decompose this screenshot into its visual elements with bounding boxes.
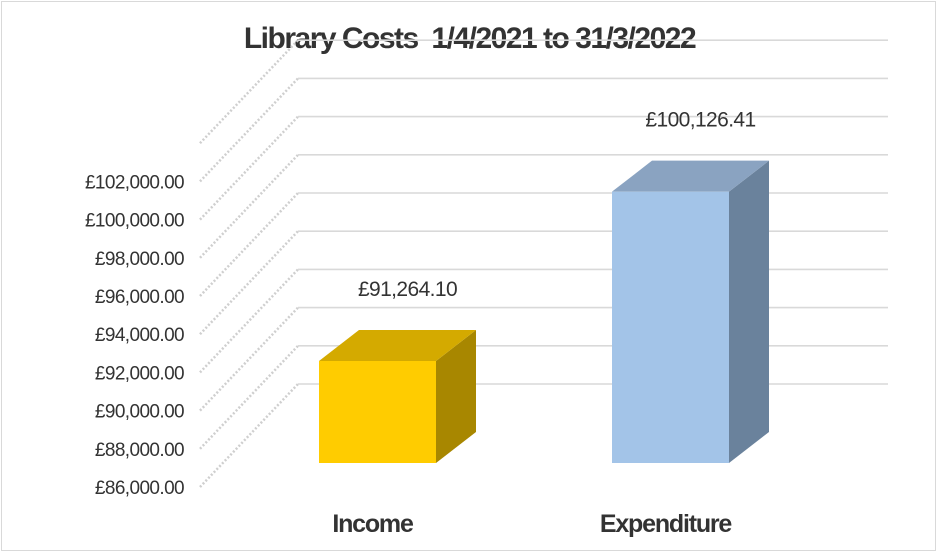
y-tick-label: £86,000.00 — [95, 478, 184, 499]
y-tick-label: £90,000.00 — [95, 402, 184, 423]
gridline-wall — [199, 153, 299, 259]
y-tick-label: £98,000.00 — [95, 249, 184, 270]
bar-expenditure-side — [729, 160, 769, 464]
y-tick-label: £88,000.00 — [95, 440, 184, 461]
bar-expenditure-front — [612, 191, 729, 464]
bar-income-front — [319, 360, 436, 463]
category-label-income: Income — [332, 510, 414, 538]
gridline-wall — [199, 383, 299, 488]
y-axis-tick-labels: £86,000.00 £88,000.00 £90,000.00 £92,000.00… — [85, 172, 185, 499]
data-label-income: £91,264.10 — [358, 278, 457, 301]
y-tick-label: £100,000.00 — [85, 211, 184, 232]
gridline-wall — [199, 230, 299, 336]
bar-income-top — [319, 329, 476, 361]
data-labels: £91,264.10 £100,126.41 — [358, 109, 756, 301]
gridline-wall — [199, 344, 299, 450]
x-axis-category-labels: Income Expenditure — [332, 510, 733, 538]
gridline-wall — [199, 77, 299, 183]
gridline-wall — [199, 39, 299, 145]
bar-expenditure-top — [612, 160, 769, 192]
data-label-expenditure: £100,126.41 — [645, 109, 755, 132]
y-tick-label: £94,000.00 — [95, 325, 184, 346]
y-tick-label: £92,000.00 — [95, 363, 184, 384]
gridline-wall — [199, 306, 299, 412]
y-tick-label: £96,000.00 — [95, 287, 184, 308]
gridline-wall — [199, 115, 299, 221]
y-tick-label: £102,000.00 — [85, 172, 184, 193]
bar-income-side — [436, 329, 476, 463]
gridlines — [199, 39, 888, 488]
gridline-wall — [199, 268, 299, 374]
bars — [319, 160, 769, 464]
gridline-wall — [199, 192, 299, 297]
chart-title: Library Costs 1/4/2021 to 31/3/2022 — [243, 22, 697, 55]
category-label-expenditure: Expenditure — [600, 510, 733, 538]
